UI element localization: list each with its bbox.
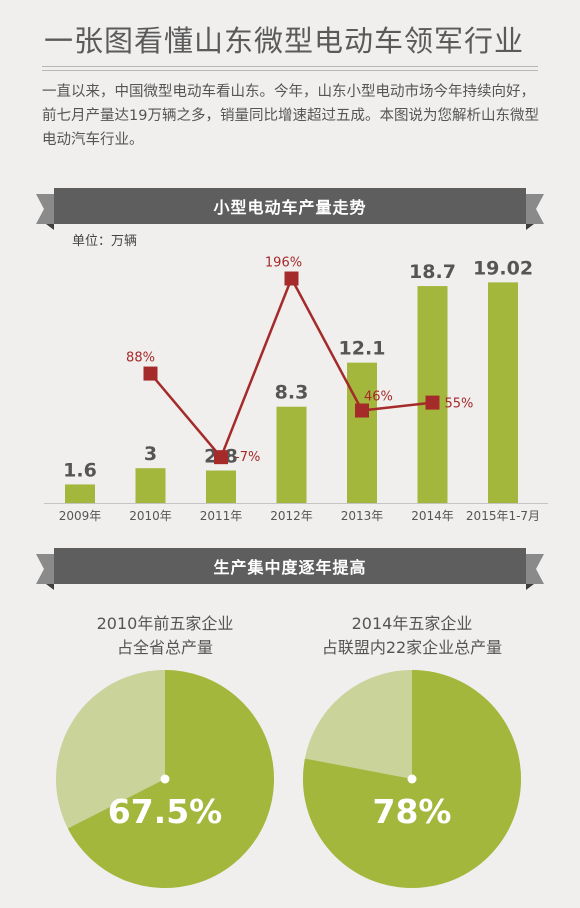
section-title-concentration: 生产集中度逐年提高: [213, 558, 367, 577]
growth-label-4: 46%: [364, 390, 393, 405]
title-rule-top: [42, 66, 538, 67]
category-label-4: 2013年: [341, 509, 384, 523]
growth-marker-5: [425, 395, 440, 410]
title-rule-bottom: [42, 70, 538, 71]
bar-value-label-1: 3: [144, 443, 157, 465]
growth-marker-4: [355, 403, 369, 418]
category-label-3: 2012年: [270, 509, 313, 523]
page-title: 一张图看懂山东微型电动车领军行业: [44, 24, 525, 58]
pie-center-dot-1: [160, 774, 170, 784]
pie-center-dot-2: [407, 774, 417, 784]
category-label-6: 2015年1-7月: [466, 509, 540, 523]
category-label-2: 2011年: [200, 509, 243, 523]
pie-caption-2010-line1: 2010年前五家企业: [96, 614, 234, 633]
ribbon-shape: [36, 188, 544, 230]
pie-value-label-2: 78%: [373, 792, 452, 831]
pie-caption-2010: 2010年前五家企业 占全省总产量: [40, 612, 290, 660]
bar-6: [488, 282, 518, 503]
section-title-production: 小型电动车产量走势: [213, 198, 367, 217]
bar-value-label-5: 18.7: [409, 261, 456, 283]
pie-caption-2014-line2: 占联盟内22家企业总产量: [321, 638, 503, 657]
section-ribbon-concentration: 生产集中度逐年提高: [36, 546, 544, 590]
category-label-1: 2010年: [129, 509, 172, 523]
pie-caption-2014: 2014年五家企业 占联盟内22家企业总产量: [287, 612, 537, 660]
bar-3: [276, 406, 307, 503]
pie-chart-2010: 67.5%: [56, 670, 275, 888]
growth-label-5: 55%: [445, 397, 474, 412]
pie-main-slice-1: [67, 670, 275, 888]
growth-label-3: 196%: [265, 256, 302, 271]
bar-4: [347, 362, 377, 503]
pie-caption-2014-line1: 2014年五家企业: [351, 614, 473, 633]
bar-2: [206, 470, 236, 503]
production-bar-chart: 单位：万辆1.62009年32010年2.82011年8.32012年12.12…: [44, 234, 548, 523]
intro-paragraph: 一直以来，中国微型电动车看山东。今年，山东小型电动市场今年持续向好，前七月产量达…: [42, 84, 539, 148]
bar-value-label-3: 8.3: [275, 382, 309, 404]
ribbon-shape: [36, 548, 544, 590]
bar-5: [417, 286, 448, 503]
pie-chart-2014: 78%: [303, 670, 521, 888]
bar-1: [135, 468, 166, 503]
growth-label-2: -7%: [235, 450, 260, 465]
category-label-0: 2009年: [59, 509, 102, 523]
bar-0: [65, 484, 95, 503]
section-ribbon-production: 小型电动车产量走势: [36, 186, 544, 230]
growth-marker-2: [214, 450, 228, 465]
growth-marker-3: [284, 271, 299, 286]
unit-label: 单位：万辆: [72, 234, 137, 249]
growth-label-1: 88%: [126, 351, 155, 366]
bar-value-label-4: 12.1: [339, 338, 386, 360]
growth-marker-1: [143, 366, 158, 381]
pie-caption-2010-line2: 占全省总产量: [116, 638, 213, 657]
bar-value-label-0: 1.6: [63, 459, 97, 481]
category-label-5: 2014年: [411, 509, 454, 523]
pie-value-label-1: 67.5%: [108, 792, 223, 831]
bar-value-label-6: 19.02: [473, 257, 533, 279]
